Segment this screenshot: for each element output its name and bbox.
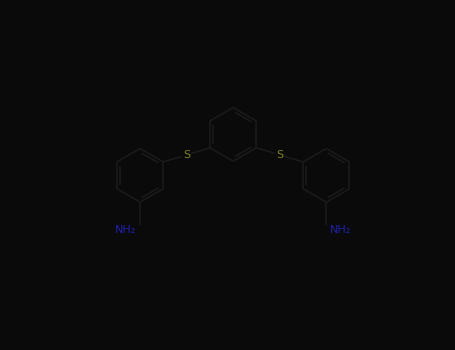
Text: NH₂: NH₂ xyxy=(330,225,351,235)
Text: S: S xyxy=(276,150,283,160)
Text: NH₂: NH₂ xyxy=(115,225,136,235)
Text: S: S xyxy=(183,150,190,160)
